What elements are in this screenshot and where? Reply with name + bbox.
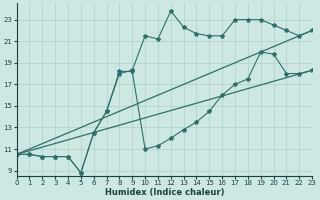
X-axis label: Humidex (Indice chaleur): Humidex (Indice chaleur)	[105, 188, 224, 197]
